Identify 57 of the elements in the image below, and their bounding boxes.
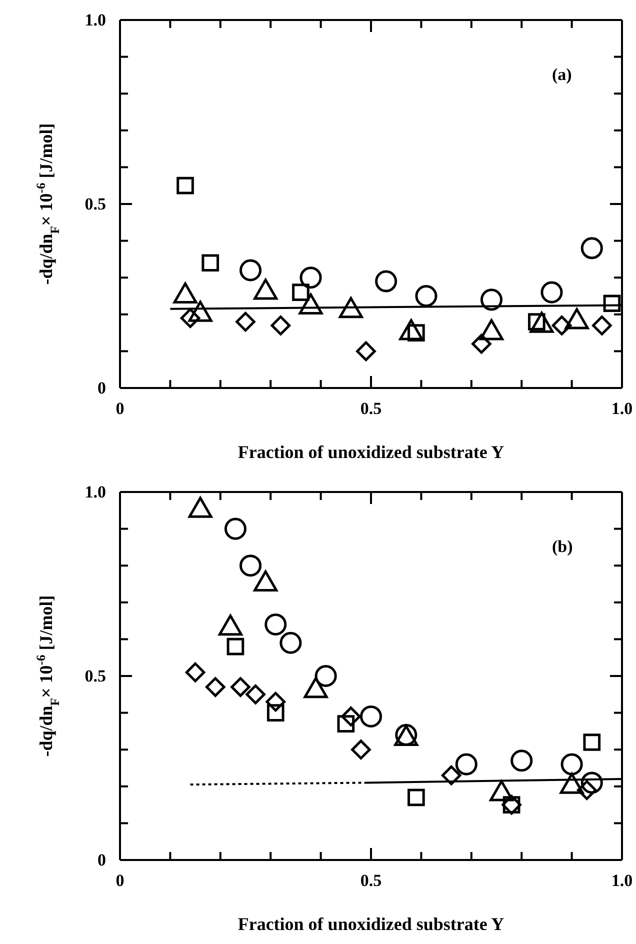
point — [455, 753, 478, 776]
x-tick-label: 0.5 — [360, 871, 382, 890]
annotation: (a) — [552, 65, 572, 84]
point — [603, 294, 621, 312]
point — [224, 518, 246, 540]
point — [360, 705, 382, 728]
point — [270, 316, 291, 336]
point — [300, 266, 322, 289]
y-tick-label: 0 — [98, 850, 106, 870]
point — [552, 316, 572, 336]
point — [314, 664, 337, 688]
point — [415, 284, 438, 308]
point — [592, 316, 612, 336]
x-axis-title: Fraction of unoxidized substrate Y — [238, 442, 504, 462]
x-tick-label: 1.0 — [611, 871, 633, 890]
point — [341, 706, 361, 726]
point — [375, 270, 398, 292]
point — [230, 677, 250, 697]
annotation: (b) — [552, 537, 573, 556]
point — [356, 341, 376, 362]
y-tick-label: 1.0 — [84, 482, 106, 502]
x-tick-label: 0 — [116, 399, 124, 418]
point — [185, 662, 206, 682]
point — [202, 254, 220, 272]
point — [480, 288, 502, 311]
point — [280, 632, 302, 654]
point — [576, 780, 597, 800]
y-tick-label: 1.0 — [84, 10, 106, 30]
point — [351, 740, 371, 760]
point — [246, 684, 266, 704]
point — [266, 692, 286, 712]
point — [205, 677, 226, 697]
point — [176, 176, 194, 194]
point — [240, 259, 262, 282]
point — [510, 750, 533, 772]
x-tick-label: 0 — [116, 871, 124, 890]
point — [540, 281, 563, 304]
x-tick-label: 1.0 — [611, 399, 633, 418]
point — [583, 734, 601, 751]
x-axis-title: Fraction of unoxidized substrate Y — [238, 914, 504, 934]
y-tick-label: 0.5 — [84, 666, 106, 686]
point — [441, 765, 462, 786]
point — [266, 704, 284, 722]
point — [580, 772, 603, 794]
point — [226, 638, 244, 656]
point — [580, 237, 603, 260]
point — [240, 554, 262, 577]
point — [472, 334, 492, 354]
y-tick-label: 0 — [98, 378, 106, 398]
point — [264, 613, 287, 636]
x-tick-label: 0.5 — [360, 399, 382, 418]
point — [292, 284, 310, 301]
point — [236, 312, 256, 332]
point — [337, 715, 355, 733]
y-tick-label: 0.5 — [84, 194, 106, 214]
point — [408, 788, 425, 806]
point — [560, 753, 583, 776]
